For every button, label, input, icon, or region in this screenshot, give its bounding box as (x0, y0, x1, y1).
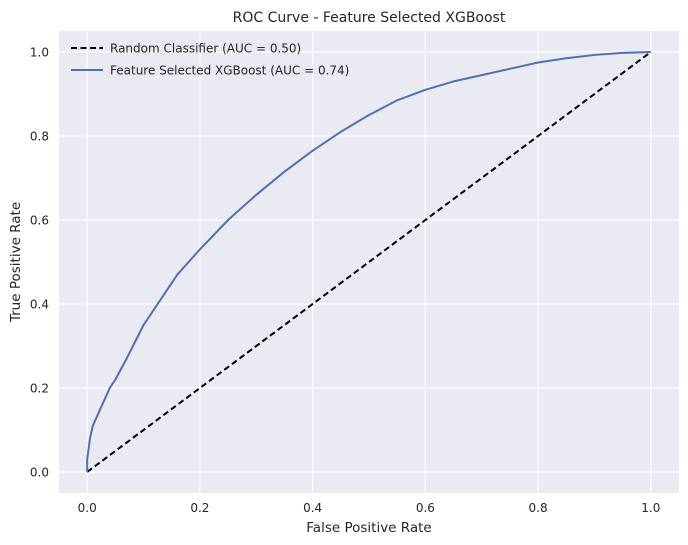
legend-label-random: Random Classifier (AUC = 0.50) (110, 42, 301, 56)
series-line-xgboost (86, 51, 651, 472)
y-tick-label: 0.4 (30, 298, 49, 312)
series-layer (86, 51, 652, 473)
legend-label-xgboost: Feature Selected XGBoost (AUC = 0.74) (110, 64, 349, 78)
y-tick-label: 0.8 (30, 130, 49, 144)
x-tick-label: 0.8 (529, 501, 548, 515)
y-tick-label: 0.2 (30, 382, 49, 396)
y-tick-label: 0.6 (30, 214, 49, 228)
x-tick-label: 0.2 (190, 501, 209, 515)
x-tick-label: 0.4 (303, 501, 322, 515)
series-line-random-classifier (86, 51, 652, 473)
chart-title: ROC Curve - Feature Selected XGBoost (233, 10, 506, 26)
x-axis-label: False Positive Rate (306, 520, 431, 536)
x-tick-label: 1.0 (641, 501, 660, 515)
grid-lines (59, 31, 679, 493)
x-axis-ticks: 0.0 0.2 0.4 0.6 0.8 1.0 (78, 501, 661, 515)
x-tick-label: 0.6 (416, 501, 435, 515)
legend: Random Classifier (AUC = 0.50) Feature S… (71, 42, 349, 78)
x-tick-label: 0.0 (78, 501, 97, 515)
y-tick-label: 1.0 (30, 46, 49, 60)
y-axis-ticks: 0.0 0.2 0.4 0.6 0.8 1.0 (30, 46, 49, 480)
y-tick-label: 0.0 (30, 466, 49, 480)
y-axis-label: True Positive Rate (8, 202, 24, 323)
